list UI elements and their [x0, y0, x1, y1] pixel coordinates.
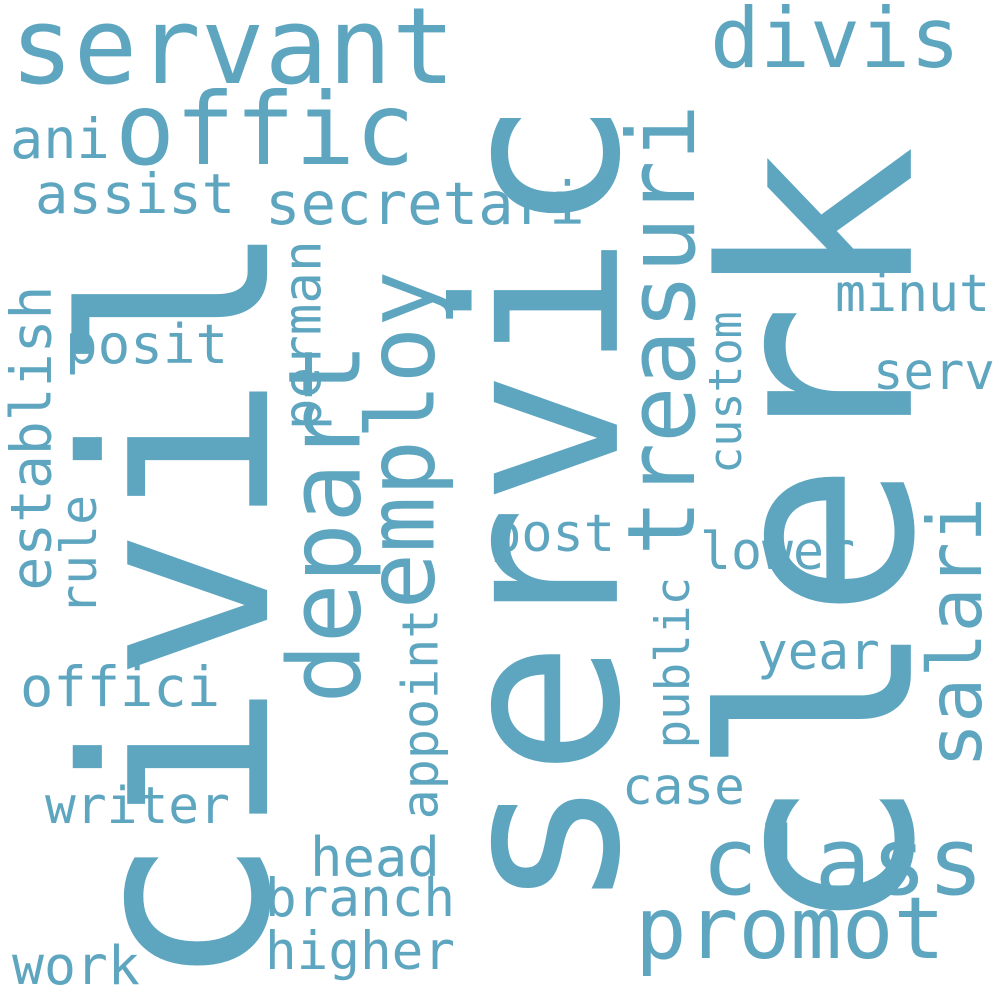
- word-work: work: [12, 935, 140, 997]
- word-offic: offic: [115, 71, 416, 188]
- word-case: case: [622, 758, 745, 817]
- word-rule: rule: [50, 494, 109, 615]
- word-secretari: secretari: [265, 168, 585, 238]
- word-head: head: [310, 825, 440, 889]
- word-serv: serv: [873, 342, 995, 401]
- word-treasuri: treasuri: [607, 104, 717, 556]
- word-ani: ani: [10, 107, 110, 172]
- word-class: class: [701, 807, 984, 917]
- word-minut: minut: [835, 264, 991, 324]
- word-perman: perman: [272, 239, 334, 430]
- word-posit: posit: [65, 313, 229, 376]
- word-assist: assist: [35, 162, 236, 227]
- word-lower: lower: [700, 521, 856, 582]
- word-public: public: [646, 576, 702, 749]
- word-servant: servant: [10, 0, 456, 108]
- word-post: post: [490, 504, 615, 564]
- word-divis: divis: [710, 0, 961, 87]
- word-salari: salari: [910, 497, 999, 768]
- word-promot: promot: [635, 879, 946, 979]
- word-custom: custom: [698, 311, 752, 474]
- word-offici: offici: [20, 656, 221, 720]
- word-year: year: [757, 623, 880, 682]
- word-appoint: appoint: [390, 608, 449, 820]
- word-higher: higher: [265, 921, 455, 982]
- word-employ: employ: [347, 270, 457, 610]
- word-branch: branch: [265, 867, 455, 929]
- word-writer: writer: [45, 776, 230, 836]
